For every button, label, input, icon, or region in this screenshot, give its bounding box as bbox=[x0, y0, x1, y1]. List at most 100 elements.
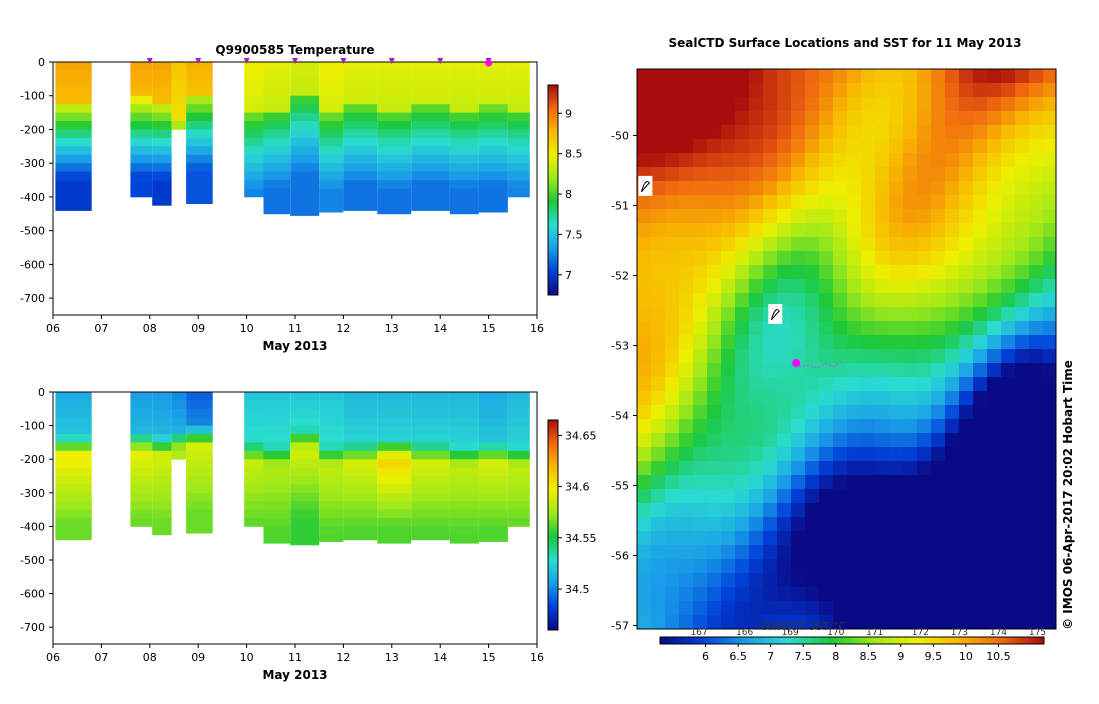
sst-cell bbox=[973, 111, 988, 126]
sst-cell bbox=[819, 195, 834, 210]
sst-cell bbox=[749, 503, 764, 518]
sst-cell bbox=[1001, 307, 1016, 322]
sst-cell bbox=[875, 223, 890, 238]
sst-cell bbox=[987, 321, 1002, 336]
profile-cell bbox=[377, 87, 412, 97]
sst-cell bbox=[861, 573, 876, 588]
x-tick-label: 10 bbox=[240, 651, 254, 664]
profile-cell bbox=[449, 95, 479, 105]
sst-cell bbox=[665, 139, 680, 154]
sst-cell bbox=[973, 363, 988, 378]
profile-cell bbox=[171, 425, 187, 435]
sst-cell bbox=[1001, 251, 1016, 266]
profile-cell bbox=[152, 434, 172, 443]
sst-cell bbox=[959, 265, 974, 280]
profile-cell bbox=[171, 434, 187, 443]
sst-cell bbox=[651, 335, 666, 350]
sst-cell bbox=[1015, 391, 1030, 406]
temperature-y-axis: 0-100-200-300-400-500-600-700 bbox=[20, 56, 53, 305]
profile-cell bbox=[343, 137, 378, 147]
profile-cell bbox=[152, 408, 172, 418]
sst-colorbar-upper-label: 167 bbox=[690, 628, 707, 638]
x-tick-label: 11 bbox=[288, 322, 302, 335]
profile-cell bbox=[411, 196, 450, 206]
profile-cell bbox=[508, 509, 530, 519]
sst-cell bbox=[903, 125, 918, 140]
profile-cell bbox=[186, 509, 213, 519]
sst-cell bbox=[987, 559, 1002, 574]
sst-cell bbox=[1001, 181, 1016, 196]
profile-cell bbox=[411, 95, 450, 105]
sst-cell bbox=[945, 545, 960, 560]
sst-cell bbox=[651, 195, 666, 210]
sst-cell bbox=[903, 601, 918, 616]
sst-cell bbox=[721, 405, 736, 420]
sst-cell bbox=[1015, 321, 1030, 336]
sst-cell bbox=[861, 97, 876, 112]
sst-colorbar-upper-label: 166 bbox=[736, 628, 753, 638]
sst-cell bbox=[777, 265, 792, 280]
sst-cell bbox=[973, 447, 988, 462]
sst-cell bbox=[749, 83, 764, 98]
sst-cell bbox=[791, 447, 806, 462]
temperature-colorbar: 77.588.59 bbox=[547, 84, 583, 296]
profile-cell bbox=[343, 95, 378, 105]
sst-map-frame bbox=[636, 68, 1057, 630]
sst-cell bbox=[875, 265, 890, 280]
profile-cell bbox=[55, 492, 92, 502]
profile-cell bbox=[449, 442, 479, 452]
sst-cell bbox=[721, 97, 736, 112]
sst-cell bbox=[763, 615, 778, 629]
sst-cell bbox=[973, 601, 988, 616]
profile-cell bbox=[508, 154, 530, 164]
sst-cell bbox=[931, 559, 946, 574]
profile-cell bbox=[244, 467, 264, 477]
sst-cell bbox=[707, 307, 722, 322]
profile-cell bbox=[263, 129, 291, 139]
profile-cell bbox=[263, 188, 291, 198]
sst-cell bbox=[1029, 293, 1044, 308]
profile-cell bbox=[343, 78, 378, 88]
sst-cell bbox=[987, 573, 1002, 588]
sst-cell bbox=[735, 517, 750, 532]
profile-cell bbox=[152, 476, 172, 485]
sst-cell bbox=[959, 489, 974, 504]
sst-cell bbox=[847, 139, 862, 154]
sst-cell bbox=[805, 489, 820, 504]
sst-cell bbox=[735, 461, 750, 476]
sst-cell bbox=[945, 279, 960, 294]
profile-cell bbox=[478, 188, 508, 198]
sst-cell bbox=[707, 321, 722, 336]
sst-cell bbox=[1043, 209, 1056, 224]
profile-cell bbox=[343, 146, 378, 156]
sst-cell bbox=[931, 363, 946, 378]
sst-cell bbox=[903, 419, 918, 434]
sst-cell bbox=[777, 279, 792, 294]
sst-cell bbox=[833, 321, 848, 336]
profile-cell bbox=[343, 467, 378, 477]
profile-cell bbox=[186, 417, 213, 426]
sst-cell bbox=[791, 601, 806, 616]
sst-cell bbox=[889, 531, 904, 546]
sst-cell bbox=[1015, 433, 1030, 448]
profile-cell bbox=[186, 129, 213, 139]
profile-cell bbox=[343, 154, 378, 164]
colorbar-tick-label: 34.65 bbox=[565, 429, 597, 442]
sst-cell bbox=[903, 615, 918, 629]
sst-cell bbox=[1001, 167, 1016, 182]
profile-marker bbox=[146, 58, 153, 64]
profile-marker bbox=[243, 58, 250, 64]
profile-cell bbox=[449, 121, 479, 130]
sst-cell bbox=[777, 335, 792, 350]
x-tick-label: 16 bbox=[530, 322, 544, 335]
profile-cell bbox=[449, 78, 479, 88]
sst-cell bbox=[987, 419, 1002, 434]
sst-cell bbox=[959, 559, 974, 574]
sst-cell bbox=[959, 97, 974, 112]
sst-cell bbox=[833, 167, 848, 182]
sst-cell bbox=[1043, 237, 1056, 252]
sst-cell bbox=[735, 405, 750, 420]
sst-cell bbox=[763, 139, 778, 154]
sst-cell bbox=[665, 307, 680, 322]
sst-cell bbox=[749, 475, 764, 490]
